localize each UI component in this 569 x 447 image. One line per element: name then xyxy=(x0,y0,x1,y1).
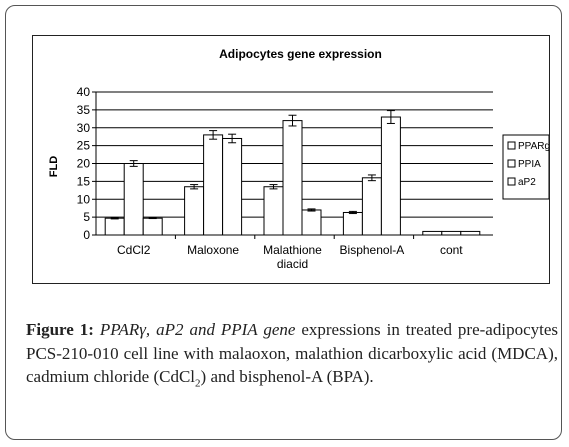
chart-title: Adipocytes gene expression xyxy=(219,47,382,61)
y-tick-label: 15 xyxy=(77,174,91,188)
legend-swatch xyxy=(507,159,516,168)
y-tick-label: 5 xyxy=(83,210,90,224)
bar-chart: Adipocytes gene expression 0 5 10 15 20 25 30 35… xyxy=(48,47,549,271)
bar-pparg xyxy=(422,230,443,236)
bar-pparg xyxy=(263,186,284,236)
caption-label: Figure 1: xyxy=(26,320,94,339)
legend-label: aP2 xyxy=(518,177,536,188)
y-tick-label: 10 xyxy=(77,192,91,206)
caption-text-2: ) and bisphenol-A (BPA). xyxy=(200,367,374,386)
figure-frame: Adipocytes gene expression 0 5 10 15 20 25 30 35… xyxy=(5,5,562,440)
x-tick-label: cont xyxy=(440,243,463,257)
y-axis-label: FLD xyxy=(48,156,60,177)
bar-ap2 xyxy=(460,230,481,236)
caption-subscript: 2 xyxy=(195,377,201,390)
bar-ap2 xyxy=(142,217,163,236)
y-tick-label: 40 xyxy=(77,85,91,99)
legend-label: PPARg xyxy=(518,141,549,152)
x-tick-label: Maloxone xyxy=(187,243,239,257)
bar-pparg xyxy=(104,217,125,236)
x-tick-label: CdCl2 xyxy=(117,243,151,257)
legend-swatch xyxy=(507,177,516,186)
bar-ap2 xyxy=(380,116,401,236)
y-tick-label: 20 xyxy=(77,157,91,171)
caption-text-1: expressions in treated pre-adipocytes PC… xyxy=(26,320,559,386)
figure-caption: Figure 1: PPARγ, aP2 and PPIA gene expre… xyxy=(26,318,558,389)
bar-pparg xyxy=(184,186,205,236)
bar-ppia xyxy=(441,230,462,236)
caption-gene-names: PPARγ, aP2 and PPIA gene xyxy=(99,320,296,339)
x-tick-label: Malathione xyxy=(263,243,322,257)
bar-ppia xyxy=(361,177,382,236)
bar-ap2 xyxy=(222,137,243,236)
bar-pparg xyxy=(342,211,363,236)
bar-ap2 xyxy=(301,209,322,236)
legend-swatch xyxy=(507,141,516,150)
y-tick-label: 35 xyxy=(77,103,91,117)
x-tick-label: Bisphenol-A xyxy=(340,243,405,257)
y-tick-label: 25 xyxy=(77,139,91,153)
bar-ppia xyxy=(203,134,224,236)
bar-ppia xyxy=(282,120,303,236)
y-tick-label: 0 xyxy=(83,228,90,242)
bar-ppia xyxy=(123,163,144,236)
x-tick-label: diacid xyxy=(277,257,308,271)
chart-area: Adipocytes gene expression 0 5 10 15 20 25 30 35… xyxy=(32,35,550,284)
legend-label: PPIA xyxy=(518,159,541,170)
y-tick-label: 30 xyxy=(77,121,91,135)
